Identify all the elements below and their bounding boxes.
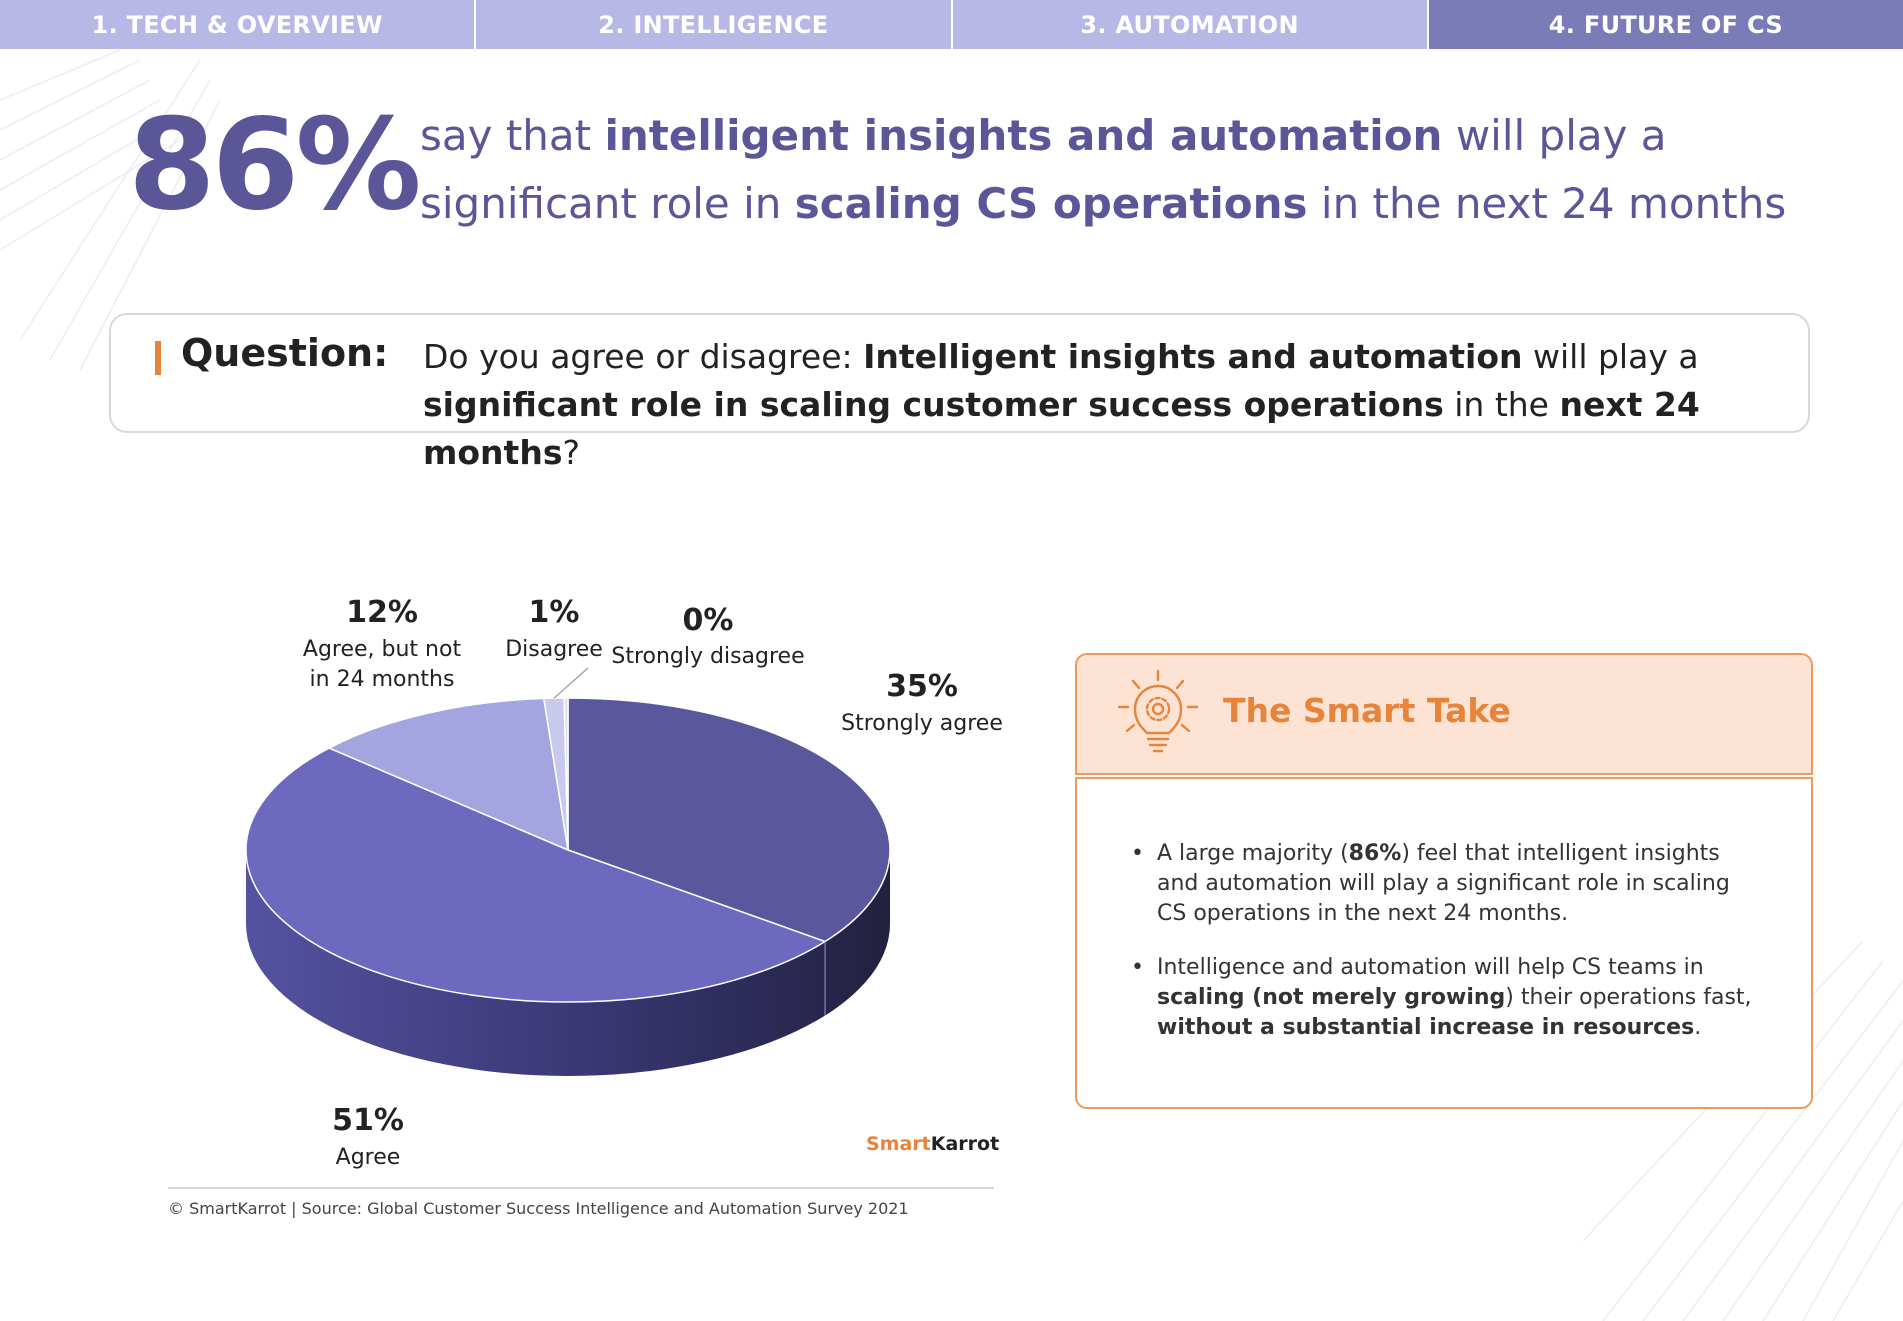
smart-take-body: A large majority (86%) feel that intelli… — [1075, 777, 1813, 1109]
question-box: Question: Do you agree or disagree: Inte… — [109, 313, 1810, 472]
slice-pct-agree: 51% — [332, 1103, 404, 1138]
tab-intelligence[interactable]: 2. INTELLIGENCE — [476, 0, 953, 49]
lightbulb-gear-icon — [1117, 669, 1199, 753]
pie-slice-strongly-disagree — [563, 697, 569, 851]
smart-take-bullet-2: Intelligence and automation will help CS… — [1131, 953, 1757, 1043]
question-text: Do you agree or disagree: Intelligent in… — [423, 337, 1700, 472]
tab-future-of-cs[interactable]: 4. FUTURE OF CS — [1428, 0, 1903, 49]
section-tabs: 1. TECH & OVERVIEW 2. INTELLIGENCE 3. AU… — [0, 0, 1903, 49]
slice-pct-strongly-disagree: 0% — [683, 603, 734, 638]
tab-automation[interactable]: 3. AUTOMATION — [952, 0, 1429, 49]
pie-slice-agree — [245, 747, 827, 1003]
headline-stat: 86% — [128, 91, 422, 238]
slice-label-agree-not-24-line1: Agree, but not — [303, 637, 462, 662]
question-label: Question: — [181, 331, 389, 375]
smart-take-bullets: A large majority (86%) feel that intelli… — [1131, 839, 1757, 1067]
smart-take-header: The Smart Take — [1075, 653, 1813, 775]
source-divider — [168, 1187, 994, 1189]
tab-tech-overview[interactable]: 1. TECH & OVERVIEW — [0, 0, 477, 49]
smart-take-bullet-1: A large majority (86%) feel that intelli… — [1131, 839, 1757, 929]
slice-label-agree-not-24-line2: in 24 months — [310, 667, 455, 692]
smartkarrot-logo: SmartKarrot — [866, 1133, 1000, 1155]
pie-slice-strongly-agree — [567, 697, 891, 943]
slice-label-agree: Agree — [336, 1145, 401, 1170]
slice-label-disagree: Disagree — [505, 637, 603, 662]
smart-take-title: The Smart Take — [1223, 691, 1511, 730]
source-note: © SmartKarrot | Source: Global Customer … — [168, 1199, 909, 1218]
pie-slice-agree-not-24 — [327, 697, 569, 852]
pie-chart: 35% Strongly agree 51% Agree 12% Agree, … — [245, 595, 1003, 1170]
leader-line-disagree — [553, 667, 589, 699]
slice-label-strongly-disagree: Strongly disagree — [611, 644, 804, 669]
question-accent-bar — [155, 341, 161, 375]
slice-pct-agree-not-24: 12% — [346, 595, 418, 630]
pie-3d-side — [246, 850, 890, 1076]
slice-label-strongly-agree: Strongly agree — [841, 711, 1003, 736]
headline-text: say that intelligent insights and automa… — [420, 111, 1787, 228]
slice-pct-strongly-agree: 35% — [886, 669, 958, 704]
slice-pct-disagree: 1% — [529, 595, 580, 630]
